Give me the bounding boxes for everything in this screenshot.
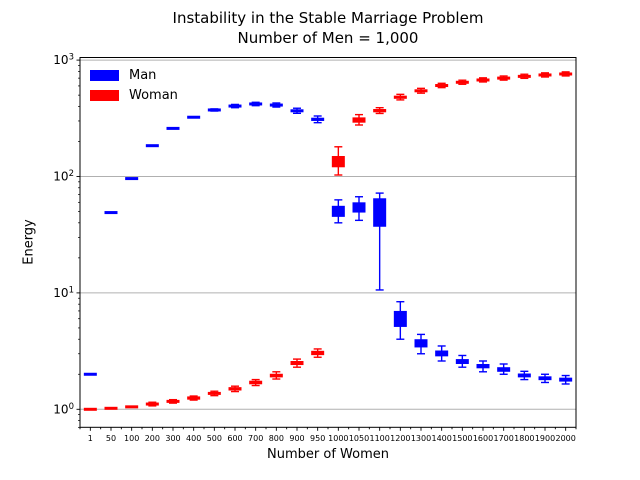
woman-point [455,80,469,84]
x-tick-label: 1300 [411,434,431,443]
man-point [207,108,221,112]
woman-point [435,84,449,88]
man-point [455,359,469,365]
legend-entry-man: Man [90,65,178,85]
man-point [373,198,387,227]
x-axis-label: Number of Women [267,447,389,462]
y-axis-label: Energy [21,219,37,265]
man-point [393,310,407,327]
man-color-swatch [90,69,119,81]
woman-color-swatch [90,89,119,101]
woman-point [497,76,511,80]
woman-point [393,95,407,99]
legend-label-woman: Woman [129,87,178,103]
y-axis: 100 101 102 103 [53,53,80,428]
man-point [249,102,263,106]
x-axis: 1 50 100 200 300 400 500 600 700 800 900 950 1000 105… [79,427,577,443]
woman-point [373,109,387,113]
title-line-2: Number of Men = 1,000 [237,29,419,47]
x-tick-label: 950 [310,434,325,443]
x-tick-label: 200 [145,434,160,443]
man-point [269,103,283,107]
legend-label-man: Man [129,67,157,83]
legend-entry-woman: Woman [90,85,178,105]
x-tick-label: 1050 [349,434,369,443]
woman-point [476,78,490,82]
man-point [476,364,490,369]
woman-point [538,73,552,77]
man-point [166,126,180,130]
x-tick-label: 1600 [473,434,493,443]
woman-point [104,406,118,410]
x-tick-label: 1100 [369,434,389,443]
chart-title: Instability in the Stable Marriage Probl… [80,8,576,48]
man-point [228,104,242,108]
man-point [352,202,366,213]
woman-point [331,156,345,168]
x-tick-label: 50 [106,434,116,443]
title-line-1: Instability in the Stable Marriage Probl… [172,9,484,27]
woman-point [207,391,221,395]
man-point [538,376,552,381]
y-tick-label: 102 [53,169,74,184]
woman-point [352,117,366,123]
legend: Man Woman [90,65,178,105]
man-point [125,177,139,181]
man-point [145,144,159,148]
y-tick-label: 101 [53,285,74,300]
x-tick-label: 100 [124,434,139,443]
man-point [497,367,511,372]
woman-point [83,407,97,411]
x-tick-label: 1400 [431,434,451,443]
man-point [517,373,531,378]
plot-frame [79,57,577,428]
x-tick-label: 300 [165,434,180,443]
x-tick-label: 2000 [555,434,575,443]
gridlines [80,59,576,410]
man-point [331,205,345,217]
woman-point [145,402,159,406]
x-tick-label: 400 [186,434,201,443]
x-tick-label: 700 [248,434,263,443]
woman-point [517,74,531,78]
man-series [83,101,573,385]
man-point [414,339,428,348]
man-point [83,372,97,376]
x-tick-label: 900 [289,434,304,443]
woman-point [559,72,573,76]
woman-point [166,399,180,403]
y-tick-label: 100 [53,402,74,417]
man-point [311,117,325,121]
x-tick-label: 1700 [493,434,513,443]
x-tick-label: 1800 [514,434,534,443]
woman-point [249,380,263,385]
x-tick-label: 1000 [328,434,348,443]
woman-point [290,360,304,366]
woman-series [83,71,573,411]
x-tick-label: 600 [227,434,242,443]
man-point [104,211,118,215]
x-tick-label: 1200 [390,434,410,443]
x-tick-label: 500 [207,434,222,443]
man-point [187,115,201,119]
woman-point [414,89,428,93]
woman-point [311,350,325,356]
man-point [435,350,449,357]
woman-point [228,387,242,391]
x-tick-label: 800 [269,434,284,443]
x-tick-label: 1900 [535,434,555,443]
man-point [290,109,304,113]
man-point [559,377,573,382]
x-tick-label: 1500 [452,434,472,443]
x-tick-label: 1 [88,434,93,443]
y-tick-label: 103 [53,53,74,68]
woman-point [269,373,283,378]
woman-point [187,396,201,400]
woman-point [125,405,139,409]
